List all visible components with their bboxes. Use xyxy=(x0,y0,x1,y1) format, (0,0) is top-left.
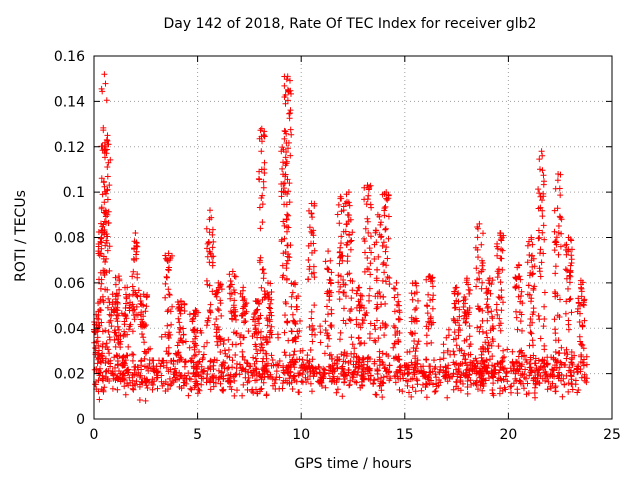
x-tick-label: 5 xyxy=(193,427,202,443)
chart-title: Day 142 of 2018, Rate Of TEC Index for r… xyxy=(163,16,537,32)
x-tick-label: 10 xyxy=(292,427,310,443)
roti-points xyxy=(91,71,590,404)
x-tick-label: 20 xyxy=(499,427,517,443)
x-axis-label: GPS time / hours xyxy=(294,456,412,472)
y-tick-label: 0.1 xyxy=(63,185,85,201)
y-tick-label: 0.16 xyxy=(54,49,85,65)
y-tick-label: 0 xyxy=(76,412,85,428)
y-tick-label: 0.08 xyxy=(54,231,85,247)
data-points xyxy=(91,71,590,404)
y-tick-label: 0.12 xyxy=(54,140,85,156)
y-tick-label: 0.02 xyxy=(54,367,85,383)
y-tick-label: 0.06 xyxy=(54,276,85,292)
y-tick-label: 0.14 xyxy=(54,94,85,110)
y-axis-label: ROTI / TECUs xyxy=(13,190,29,282)
y-tick-label: 0.04 xyxy=(54,321,85,337)
x-tick-label: 25 xyxy=(603,427,621,443)
x-tick-label: 15 xyxy=(396,427,414,443)
x-tick-label: 0 xyxy=(90,427,99,443)
grid-layer xyxy=(94,56,612,419)
axes-layer: 0 5 10 15 20 25 0 0.02 0.04 0.06 0.08 0.1 0.12 0.14 0.… xyxy=(54,49,621,443)
